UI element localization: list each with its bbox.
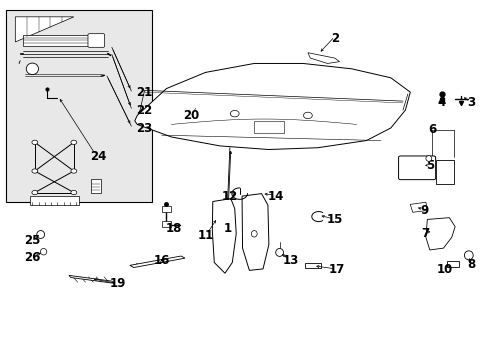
Text: 25: 25 — [24, 234, 41, 247]
Text: 12: 12 — [221, 190, 238, 203]
Polygon shape — [242, 194, 268, 270]
Bar — [305, 263, 321, 268]
Text: 13: 13 — [282, 254, 298, 267]
Text: 15: 15 — [326, 213, 342, 226]
Text: 1: 1 — [223, 222, 231, 235]
Bar — [446, 261, 458, 267]
Ellipse shape — [32, 190, 38, 195]
Text: 22: 22 — [136, 104, 152, 117]
Text: 24: 24 — [90, 150, 106, 163]
Text: 23: 23 — [136, 122, 152, 135]
Text: 7: 7 — [420, 227, 428, 240]
Ellipse shape — [71, 190, 77, 195]
Ellipse shape — [41, 248, 47, 255]
Text: 17: 17 — [328, 263, 345, 276]
Ellipse shape — [37, 230, 44, 238]
Text: 26: 26 — [24, 251, 41, 264]
Ellipse shape — [425, 156, 431, 161]
Ellipse shape — [32, 140, 38, 144]
Ellipse shape — [275, 248, 283, 256]
Text: 6: 6 — [427, 123, 435, 136]
Text: 3: 3 — [466, 96, 474, 109]
Polygon shape — [135, 63, 409, 149]
Text: 21: 21 — [136, 86, 152, 99]
Ellipse shape — [71, 169, 77, 173]
Text: 11: 11 — [197, 229, 213, 242]
Ellipse shape — [71, 140, 77, 144]
Bar — [254, 121, 283, 134]
Polygon shape — [409, 202, 427, 212]
FancyBboxPatch shape — [398, 156, 435, 180]
Bar — [5, 10, 152, 202]
Text: 9: 9 — [420, 204, 428, 217]
Bar — [435, 160, 453, 184]
Bar — [91, 179, 101, 193]
Text: 19: 19 — [109, 278, 125, 291]
Ellipse shape — [251, 230, 257, 237]
Ellipse shape — [303, 112, 312, 119]
Bar — [162, 221, 170, 227]
Text: 10: 10 — [435, 263, 451, 276]
Text: 16: 16 — [153, 254, 169, 267]
Bar — [22, 36, 91, 45]
Text: 18: 18 — [165, 222, 182, 235]
Text: 14: 14 — [267, 190, 284, 203]
Bar — [162, 206, 170, 212]
Polygon shape — [130, 256, 184, 267]
Ellipse shape — [230, 111, 239, 117]
Polygon shape — [307, 53, 339, 63]
Text: 5: 5 — [425, 159, 433, 172]
Polygon shape — [425, 218, 454, 250]
Polygon shape — [212, 199, 236, 273]
Text: 4: 4 — [437, 96, 445, 109]
Polygon shape — [69, 275, 114, 283]
Polygon shape — [15, 17, 74, 42]
Ellipse shape — [26, 63, 39, 75]
Ellipse shape — [464, 251, 472, 260]
FancyBboxPatch shape — [88, 34, 104, 47]
Bar — [30, 196, 79, 205]
Ellipse shape — [32, 169, 38, 173]
Text: 8: 8 — [466, 258, 474, 271]
Text: 2: 2 — [330, 32, 338, 45]
Text: 20: 20 — [183, 109, 199, 122]
